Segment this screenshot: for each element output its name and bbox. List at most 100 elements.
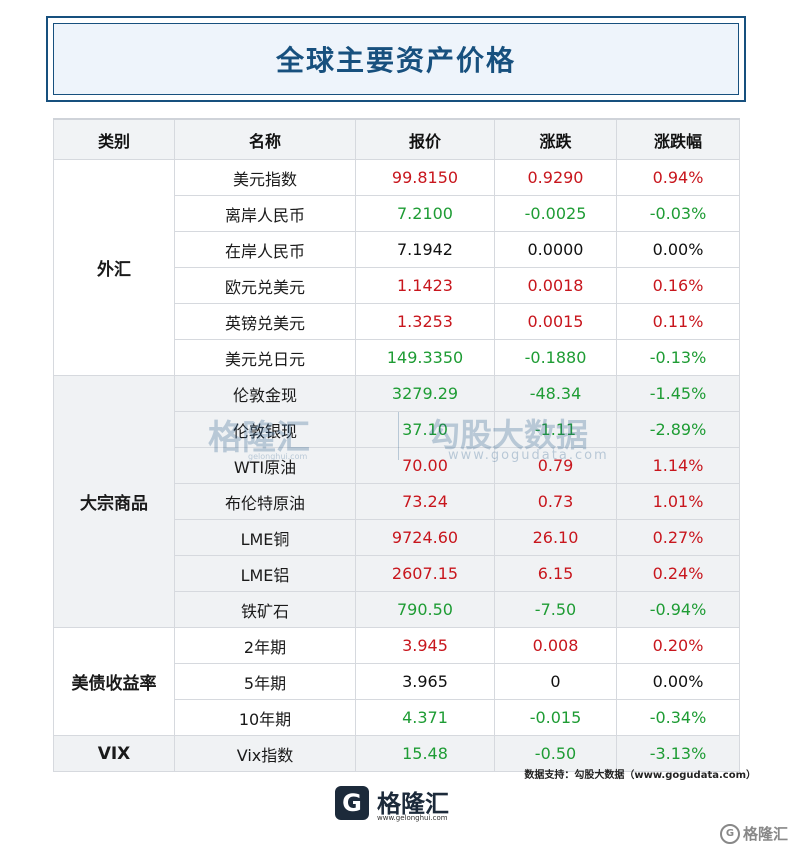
table-group: 大宗商品 伦敦金现 3279.29 -48.34 -1.45% 伦敦银现 37.10 -1.1… [53,375,740,628]
change-pct-cell: -0.13% [616,339,740,376]
corner-logo-icon: G [719,824,740,844]
asset-name-cell: Vix指数 [174,735,356,772]
table-row: 外汇 美元指数 99.8150 0.9290 0.94% [53,159,740,376]
asset-name-cell: 伦敦银现 [174,411,356,448]
corner-badge: G 格隆汇 [719,823,788,844]
change-pct-cell: -0.03% [616,195,740,232]
change-cell: 26.10 [494,519,617,556]
footer-logo-url: www.gelonghui.com [377,814,448,822]
page-title: 全球主要资产价格 [275,44,516,77]
asset-name-cell: WTI原油 [174,447,356,484]
asset-name-cell: 铁矿石 [174,591,356,628]
change-cell: -0.0025 [494,195,617,232]
change-pct-cell: 0.00% [616,663,740,700]
price-cell: 3279.29 [355,375,495,412]
price-cell: 73.24 [355,483,495,520]
asset-name-cell: 美元指数 [174,159,356,196]
asset-name-cell: 离岸人民币 [174,195,356,232]
change-cell: 0.0015 [494,303,617,340]
asset-name-cell: 美元兑日元 [174,339,356,376]
change-pct-cell: 0.11% [616,303,740,340]
price-cell: 790.50 [355,591,495,628]
price-cell: 149.3350 [355,339,495,376]
change-pct-cell: 1.01% [616,483,740,520]
data-source-note: 数据支持：勾股大数据（www.gogudata.com） [524,770,756,781]
change-cell: 0.0018 [494,267,617,304]
table-group: 外汇 美元指数 99.8150 0.9290 0.94% 离岸人民币 7.2100 -0.00… [53,159,740,376]
change-pct-cell: 0.00% [616,231,740,268]
table-row: 5年期 3.965 0 0.00% [54,663,740,700]
asset-name-cell: 2年期 [174,627,356,664]
change-cell: 0.79 [494,447,617,484]
price-cell: 2607.15 [355,555,495,592]
change-pct-cell: 0.20% [616,627,740,664]
asset-name-cell: LME铝 [174,555,356,592]
table-row: VIX Vix指数 15.48 -0.50 -3.13% [53,735,740,772]
category-cell: VIX [53,735,175,772]
change-pct-cell: 0.24% [616,555,740,592]
header-change: 涨跌 [494,118,617,160]
table-row: 欧元兑美元 1.1423 0.0018 0.16% [54,267,740,304]
footer-logo-text: 格隆汇 [377,790,449,818]
category-cell: 美债收益率 [53,627,175,736]
title-banner-inner: 全球主要资产价格 [53,23,739,95]
footer-logo: G 格隆汇 www.gelonghui.com [335,784,475,824]
price-cell: 4.371 [355,699,495,736]
price-cell: 7.2100 [355,195,495,232]
asset-name-cell: LME铜 [174,519,356,556]
asset-name-cell: 欧元兑美元 [174,267,356,304]
change-cell: 0.0000 [494,231,617,268]
table-row: LME铝 2607.15 6.15 0.24% [54,555,740,592]
price-cell: 99.8150 [355,159,495,196]
table-row: 10年期 4.371 -0.015 -0.34% [54,699,740,736]
change-cell: -1.11 [494,411,617,448]
price-cell: 1.3253 [355,303,495,340]
price-cell: 37.10 [355,411,495,448]
header-category: 类别 [53,118,175,160]
table-row: 伦敦银现 37.10 -1.11 -2.89% [54,411,740,448]
table-group: 美债收益率 2年期 3.945 0.008 0.20% 5年期 3.965 0 0.00% 10年… [53,627,740,736]
asset-price-table: 类别 名称 报价 涨跌 涨跌幅 外汇 美元指数 99.8150 0.9290 0.94%… [53,118,740,772]
change-pct-cell: 0.16% [616,267,740,304]
header-name: 名称 [174,118,356,160]
change-pct-cell: -1.45% [616,375,740,412]
asset-name-cell: 英镑兑美元 [174,303,356,340]
change-cell: 6.15 [494,555,617,592]
price-cell: 1.1423 [355,267,495,304]
table-row: 布伦特原油 73.24 0.73 1.01% [54,483,740,520]
price-cell: 7.1942 [355,231,495,268]
header-price: 报价 [355,118,495,160]
corner-badge-text: 格隆汇 [742,824,788,843]
change-cell: -48.34 [494,375,617,412]
price-cell: 9724.60 [355,519,495,556]
price-cell: 15.48 [355,735,495,772]
asset-name-cell: 伦敦金现 [174,375,356,412]
header-change-pct: 涨跌幅 [616,118,740,160]
asset-name-cell: 5年期 [174,663,356,700]
category-cell: 大宗商品 [53,375,175,628]
table-group: VIX Vix指数 15.48 -0.50 -3.13% [53,735,740,772]
price-cell: 3.945 [355,627,495,664]
table-row: 在岸人民币 7.1942 0.0000 0.00% [54,231,740,268]
table-row: LME铜 9724.60 26.10 0.27% [54,519,740,556]
change-cell: -0.015 [494,699,617,736]
table-row: 大宗商品 伦敦金现 3279.29 -48.34 -1.45% [53,375,740,628]
table-row: 美债收益率 2年期 3.945 0.008 0.20% [53,627,740,736]
change-cell: -7.50 [494,591,617,628]
change-pct-cell: -0.34% [616,699,740,736]
title-banner: 全球主要资产价格 [46,16,746,102]
table-header-row: 类别 名称 报价 涨跌 涨跌幅 [53,118,740,160]
price-cell: 70.00 [355,447,495,484]
category-cell: 外汇 [53,159,175,376]
change-cell: 0.008 [494,627,617,664]
change-cell: 0.9290 [494,159,617,196]
change-pct-cell: 0.94% [616,159,740,196]
price-cell: 3.965 [355,663,495,700]
change-cell: 0 [494,663,617,700]
logo-mark-icon: G [335,786,369,820]
table-row: 离岸人民币 7.2100 -0.0025 -0.03% [54,195,740,232]
change-cell: 0.73 [494,483,617,520]
change-cell: -0.50 [494,735,617,772]
change-cell: -0.1880 [494,339,617,376]
change-pct-cell: -3.13% [616,735,740,772]
